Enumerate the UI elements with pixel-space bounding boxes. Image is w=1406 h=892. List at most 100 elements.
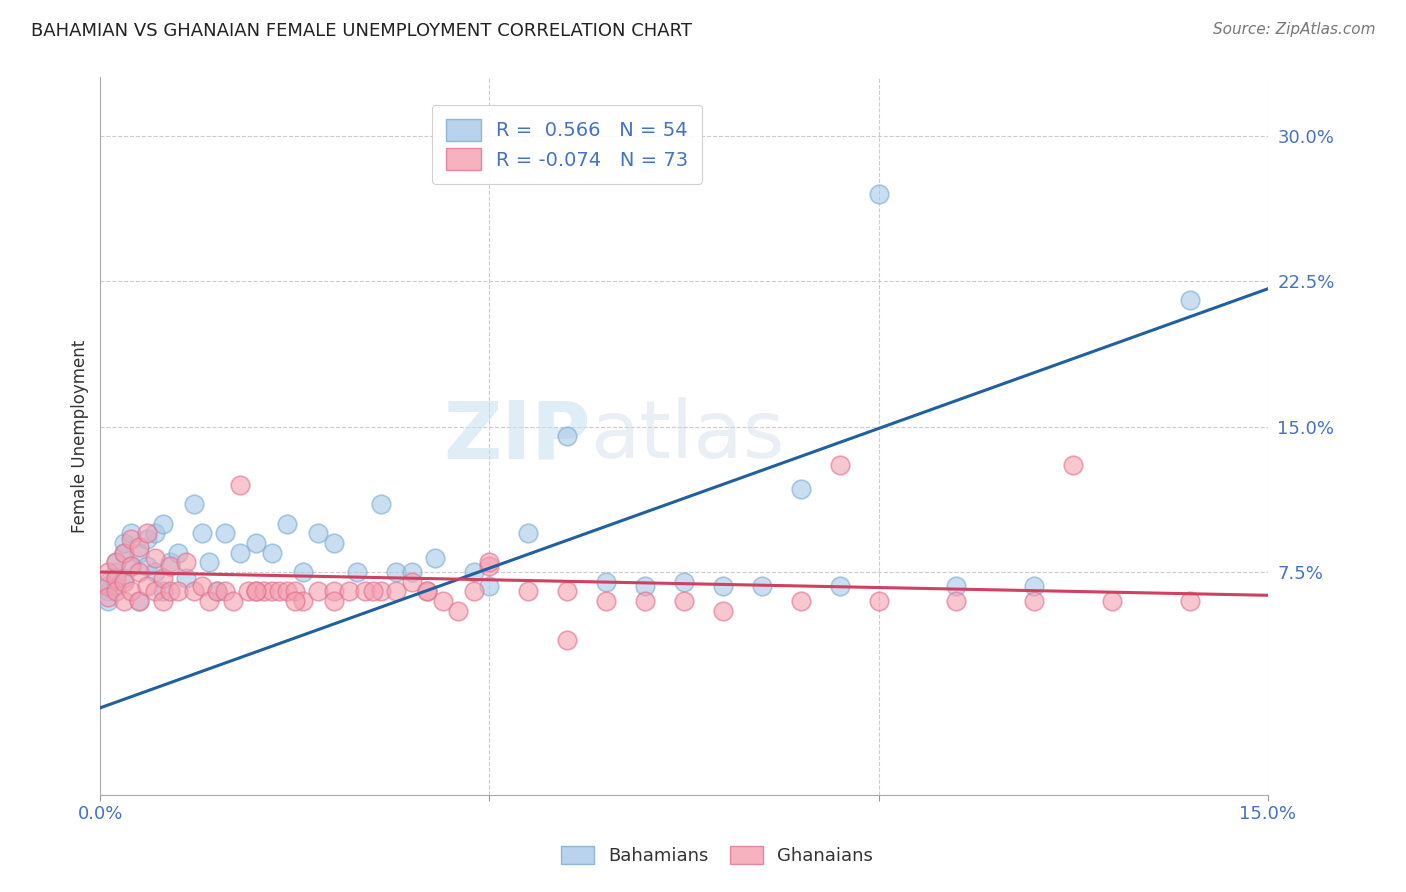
Point	[828, 578, 851, 592]
Point	[595, 574, 617, 589]
Point	[190, 578, 212, 592]
Point	[121, 526, 143, 541]
Point	[284, 594, 307, 608]
Point	[423, 551, 446, 566]
Point	[214, 584, 236, 599]
Point	[337, 584, 360, 599]
Legend: R =  0.566   N = 54, R = -0.074   N = 73: R = 0.566 N = 54, R = -0.074 N = 73	[432, 105, 702, 184]
Point	[221, 594, 243, 608]
Point	[152, 594, 174, 608]
Point	[401, 565, 423, 579]
Point	[198, 555, 221, 569]
Point	[1024, 578, 1046, 592]
Point	[143, 584, 166, 599]
Point	[205, 584, 228, 599]
Point	[751, 578, 773, 592]
Point	[322, 536, 344, 550]
Point	[152, 571, 174, 585]
Point	[711, 578, 734, 592]
Point	[159, 555, 181, 569]
Point	[104, 571, 127, 585]
Point	[128, 594, 150, 608]
Point	[159, 559, 181, 574]
Point	[478, 578, 501, 592]
Point	[432, 594, 454, 608]
Point	[269, 584, 291, 599]
Point	[517, 584, 540, 599]
Point	[136, 532, 159, 546]
Point	[143, 565, 166, 579]
Point	[167, 546, 190, 560]
Point	[447, 604, 470, 618]
Point	[112, 546, 135, 560]
Point	[112, 536, 135, 550]
Point	[1062, 458, 1084, 473]
Point	[346, 565, 368, 579]
Point	[463, 565, 485, 579]
Point	[112, 594, 135, 608]
Point	[104, 555, 127, 569]
Point	[183, 497, 205, 511]
Point	[245, 584, 267, 599]
Point	[245, 536, 267, 550]
Point	[354, 584, 377, 599]
Point	[143, 526, 166, 541]
Point	[370, 497, 392, 511]
Point	[136, 526, 159, 541]
Point	[463, 584, 485, 599]
Point	[112, 571, 135, 585]
Point	[128, 565, 150, 579]
Point	[121, 559, 143, 574]
Point	[555, 584, 578, 599]
Point	[97, 591, 120, 605]
Point	[370, 584, 392, 599]
Point	[672, 574, 695, 589]
Point	[634, 594, 657, 608]
Text: BAHAMIAN VS GHANAIAN FEMALE UNEMPLOYMENT CORRELATION CHART: BAHAMIAN VS GHANAIAN FEMALE UNEMPLOYMENT…	[31, 22, 692, 40]
Point	[284, 584, 307, 599]
Point	[128, 594, 150, 608]
Point	[478, 555, 501, 569]
Point	[307, 526, 329, 541]
Point	[97, 574, 120, 589]
Point	[555, 632, 578, 647]
Point	[945, 578, 967, 592]
Point	[97, 594, 120, 608]
Point	[152, 584, 174, 599]
Point	[245, 584, 267, 599]
Point	[104, 555, 127, 569]
Point	[128, 546, 150, 560]
Point	[385, 584, 408, 599]
Point	[229, 477, 252, 491]
Point	[322, 594, 344, 608]
Point	[595, 594, 617, 608]
Point	[711, 604, 734, 618]
Point	[260, 546, 283, 560]
Point	[634, 578, 657, 592]
Point	[307, 584, 329, 599]
Point	[945, 594, 967, 608]
Point	[790, 594, 813, 608]
Point	[828, 458, 851, 473]
Point	[868, 594, 890, 608]
Point	[276, 516, 298, 531]
Point	[478, 559, 501, 574]
Point	[291, 594, 314, 608]
Point	[198, 594, 221, 608]
Text: atlas: atlas	[591, 397, 785, 475]
Point	[401, 574, 423, 589]
Point	[97, 565, 120, 579]
Point	[361, 584, 384, 599]
Point	[190, 526, 212, 541]
Point	[672, 594, 695, 608]
Point	[555, 429, 578, 443]
Point	[174, 571, 197, 585]
Point	[97, 578, 120, 592]
Y-axis label: Female Unemployment: Female Unemployment	[72, 340, 89, 533]
Point	[517, 526, 540, 541]
Point	[136, 578, 159, 592]
Point	[1178, 293, 1201, 308]
Point	[868, 186, 890, 201]
Point	[104, 584, 127, 599]
Point	[260, 584, 283, 599]
